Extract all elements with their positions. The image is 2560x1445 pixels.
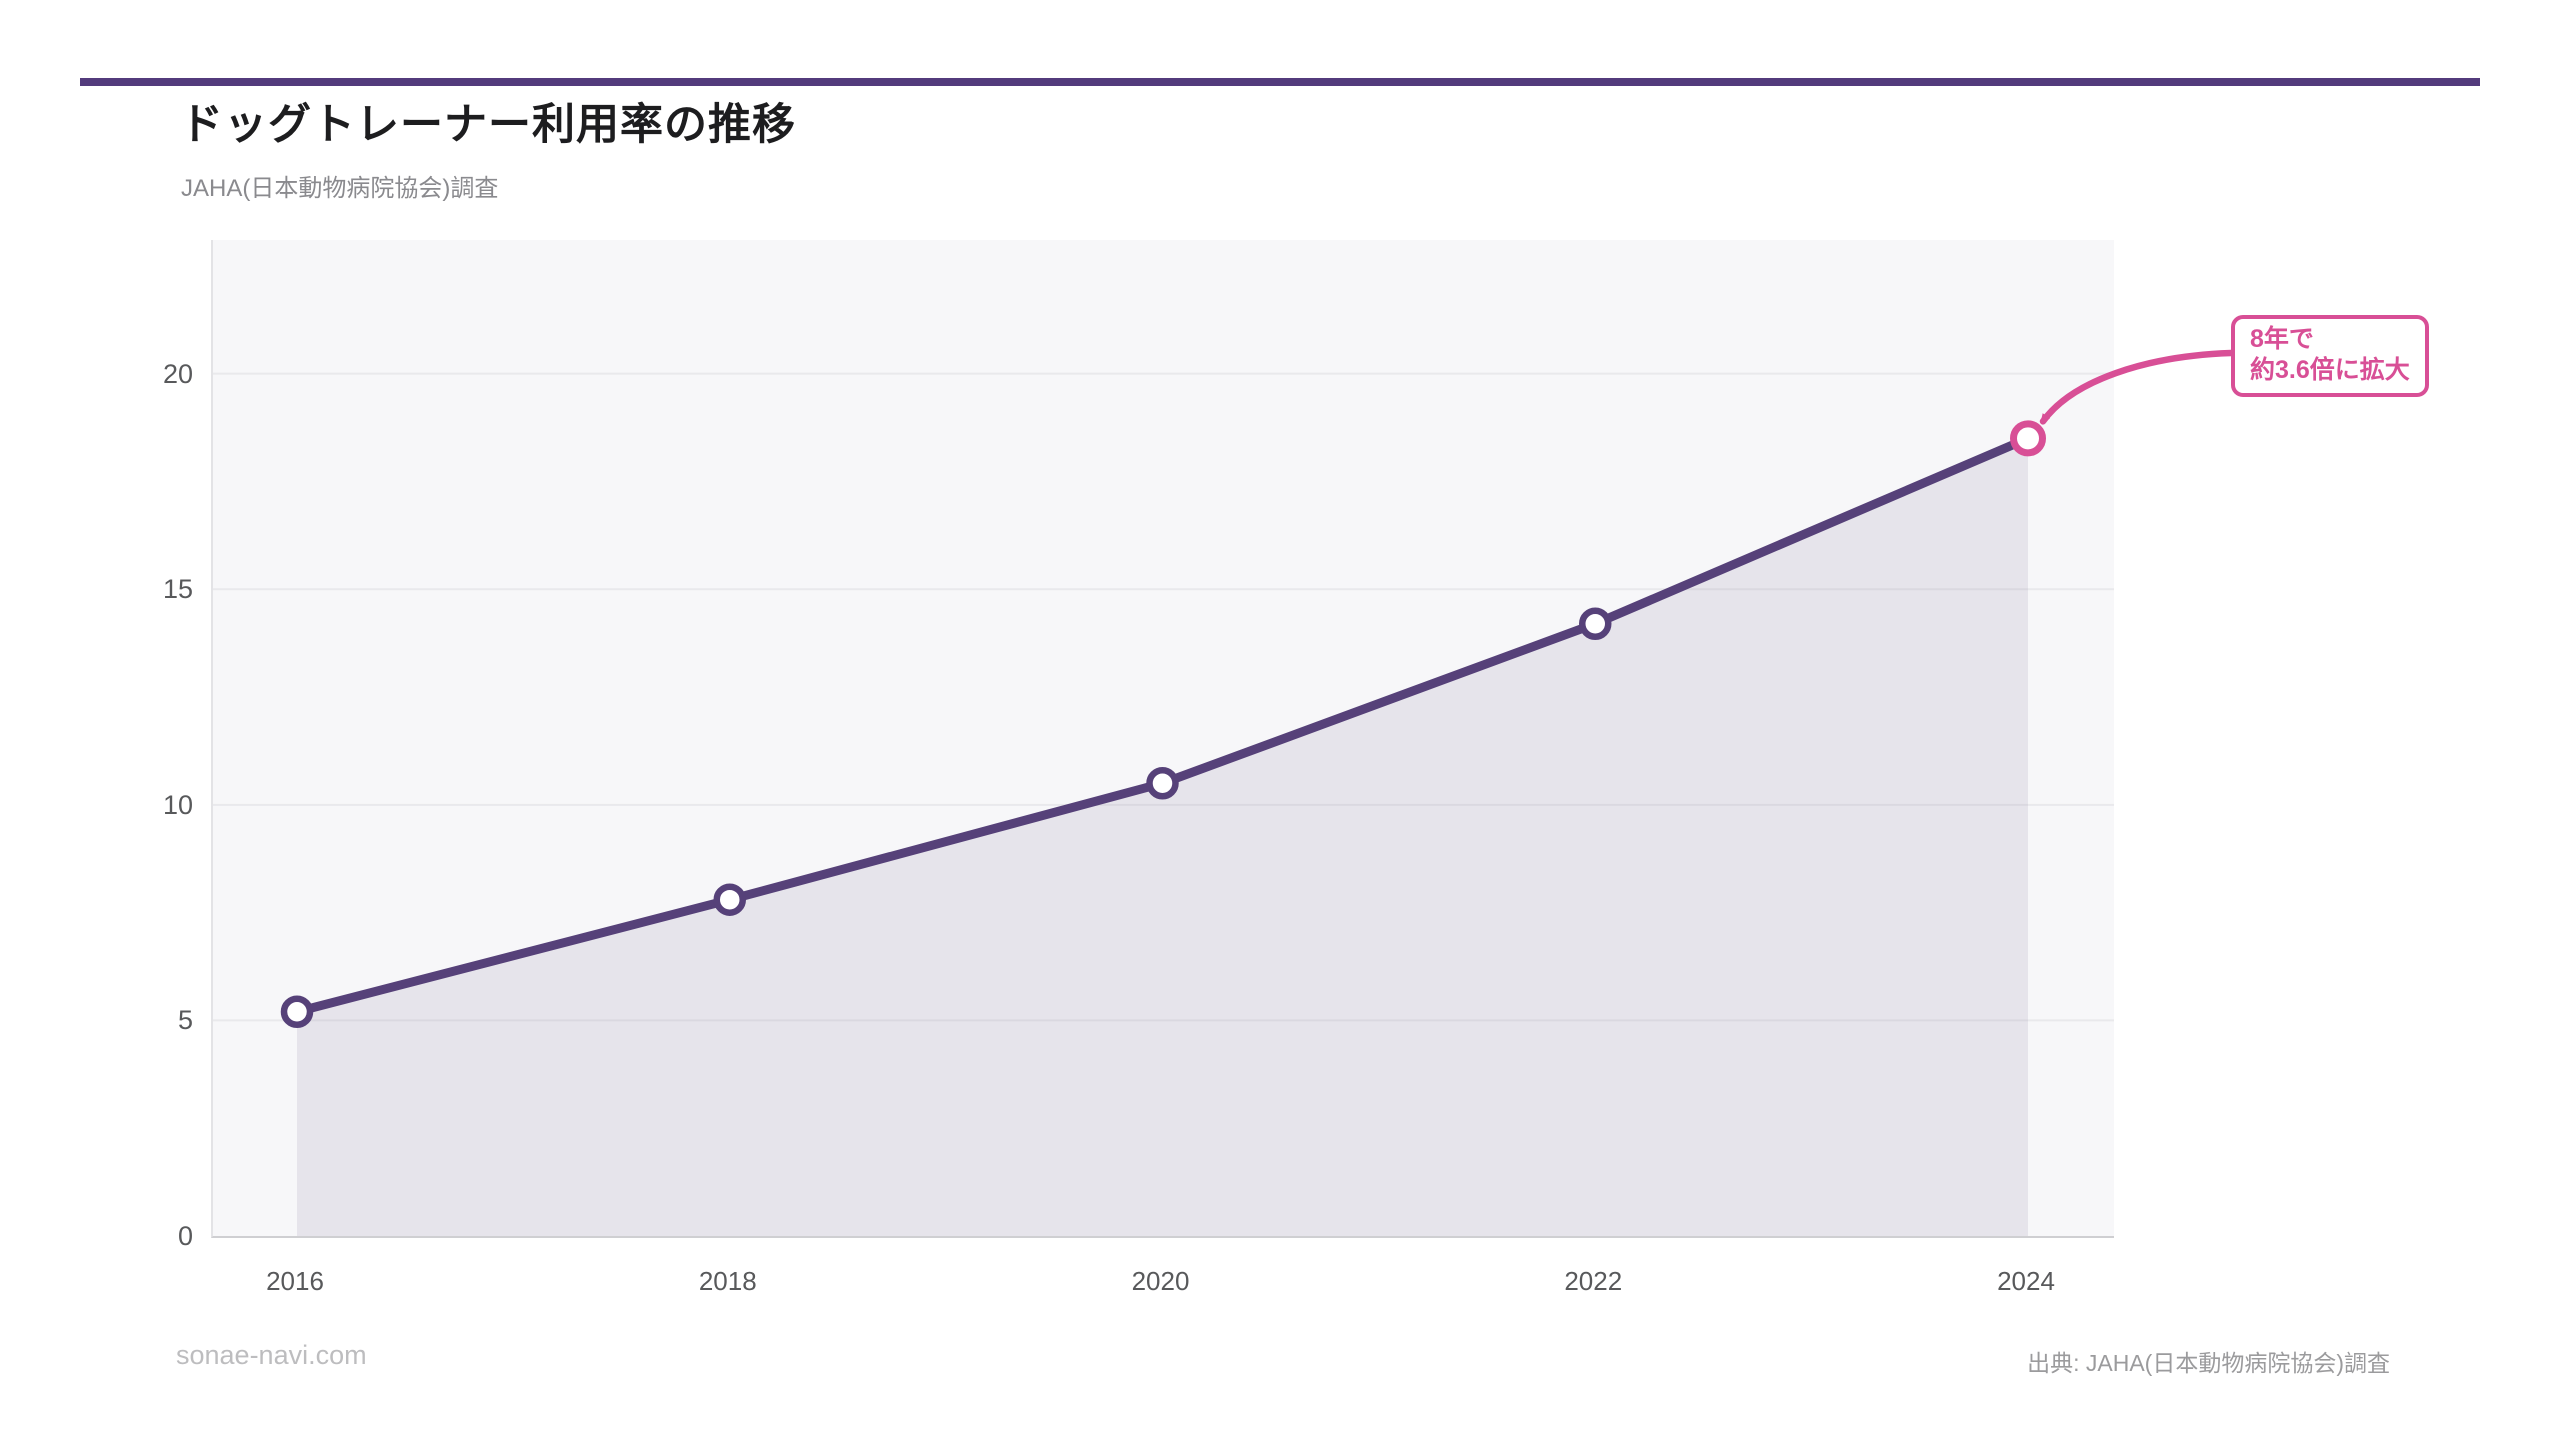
y-tick-label: 20 (162, 358, 193, 389)
y-tick-label: 5 (177, 1005, 193, 1036)
y-tick-label: 0 (177, 1221, 193, 1251)
x-tick-label: 2022 (1564, 1266, 1623, 1296)
data-point-marker (280, 995, 314, 1029)
chart-subtitle: JAHA(日本動物病院協会)調査 (181, 175, 499, 202)
y-tick-label: 15 (162, 574, 193, 605)
area-fill (297, 438, 2028, 1236)
annotation-line-1: 8年で (2250, 325, 2314, 353)
source-note: 出典: JAHA(日本動物病院協会)調査 (2027, 1350, 2390, 1376)
top-accent-bar (80, 78, 2480, 86)
x-tick-label: 2018 (698, 1266, 757, 1296)
line-chart-canvas (213, 372, 2114, 1236)
x-tick-label: 2016 (266, 1266, 324, 1296)
data-point-marker (1579, 607, 1612, 640)
plot-area (211, 240, 2114, 1238)
watermark: sonae-navi.com (176, 1340, 367, 1370)
highlight-data-point (2010, 420, 2046, 457)
chart-title: ドッグトレーナー利用率の推移 (180, 101, 796, 149)
annotation-line-2: 約3.6倍に拡大 (2250, 356, 2410, 384)
x-tick-label: 2020 (1131, 1266, 1190, 1296)
data-point-marker (713, 883, 746, 916)
y-tick-label: 10 (162, 789, 193, 820)
annotation-callout: 8年で 約3.6倍に拡大 (2231, 315, 2429, 397)
x-tick-label: 2024 (1997, 1266, 2055, 1296)
data-point-marker (1146, 767, 1179, 800)
